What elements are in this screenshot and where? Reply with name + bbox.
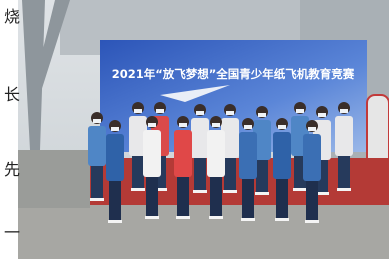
mask (179, 123, 187, 127)
mask (134, 109, 142, 113)
mask (258, 113, 266, 117)
shoes (241, 218, 255, 221)
side-char: 长 (4, 85, 20, 104)
shoes (275, 218, 289, 221)
jacket (335, 116, 353, 156)
shoes (90, 198, 104, 201)
shoes (305, 220, 319, 223)
mask (196, 111, 204, 115)
mask (278, 125, 286, 129)
shoes (337, 188, 351, 191)
shoes (108, 220, 122, 223)
banner-title: 2021年“放飞梦想”全国青少年纸飞机教育竞赛 (112, 67, 355, 81)
mask (226, 111, 234, 115)
mask (318, 113, 326, 117)
shoes (131, 188, 145, 191)
side-char: 先 (4, 160, 20, 179)
shoes (293, 188, 307, 191)
mask (148, 123, 156, 127)
side-strip (0, 0, 18, 259)
shoes (209, 216, 223, 219)
jacket (207, 130, 225, 177)
jacket (143, 130, 161, 177)
jacket (303, 134, 321, 181)
mask (296, 109, 304, 113)
mask (156, 109, 164, 113)
jacket (106, 134, 124, 181)
mask (111, 127, 119, 131)
jacket (239, 132, 257, 179)
mask (212, 123, 220, 127)
jacket (174, 130, 192, 177)
mask (340, 109, 348, 113)
page: 2021年“放飞梦想”全国青少年纸飞机教育竞赛 烧长先一 (() => { co… (0, 0, 389, 259)
jacket (88, 126, 106, 166)
shoes (193, 190, 207, 193)
jacket (273, 132, 291, 179)
shoes (145, 216, 159, 219)
shoes (255, 192, 269, 195)
pavement (0, 205, 389, 259)
shoes (176, 216, 190, 219)
mask (308, 127, 316, 131)
jacket (191, 118, 209, 158)
side-char: 一 (4, 223, 20, 242)
mask (93, 119, 101, 123)
shoes (223, 190, 237, 193)
photo: 2021年“放飞梦想”全国青少年纸飞机教育竞赛 烧长先一 (0, 0, 389, 259)
side-char: 烧 (4, 7, 20, 26)
mask (244, 125, 252, 129)
